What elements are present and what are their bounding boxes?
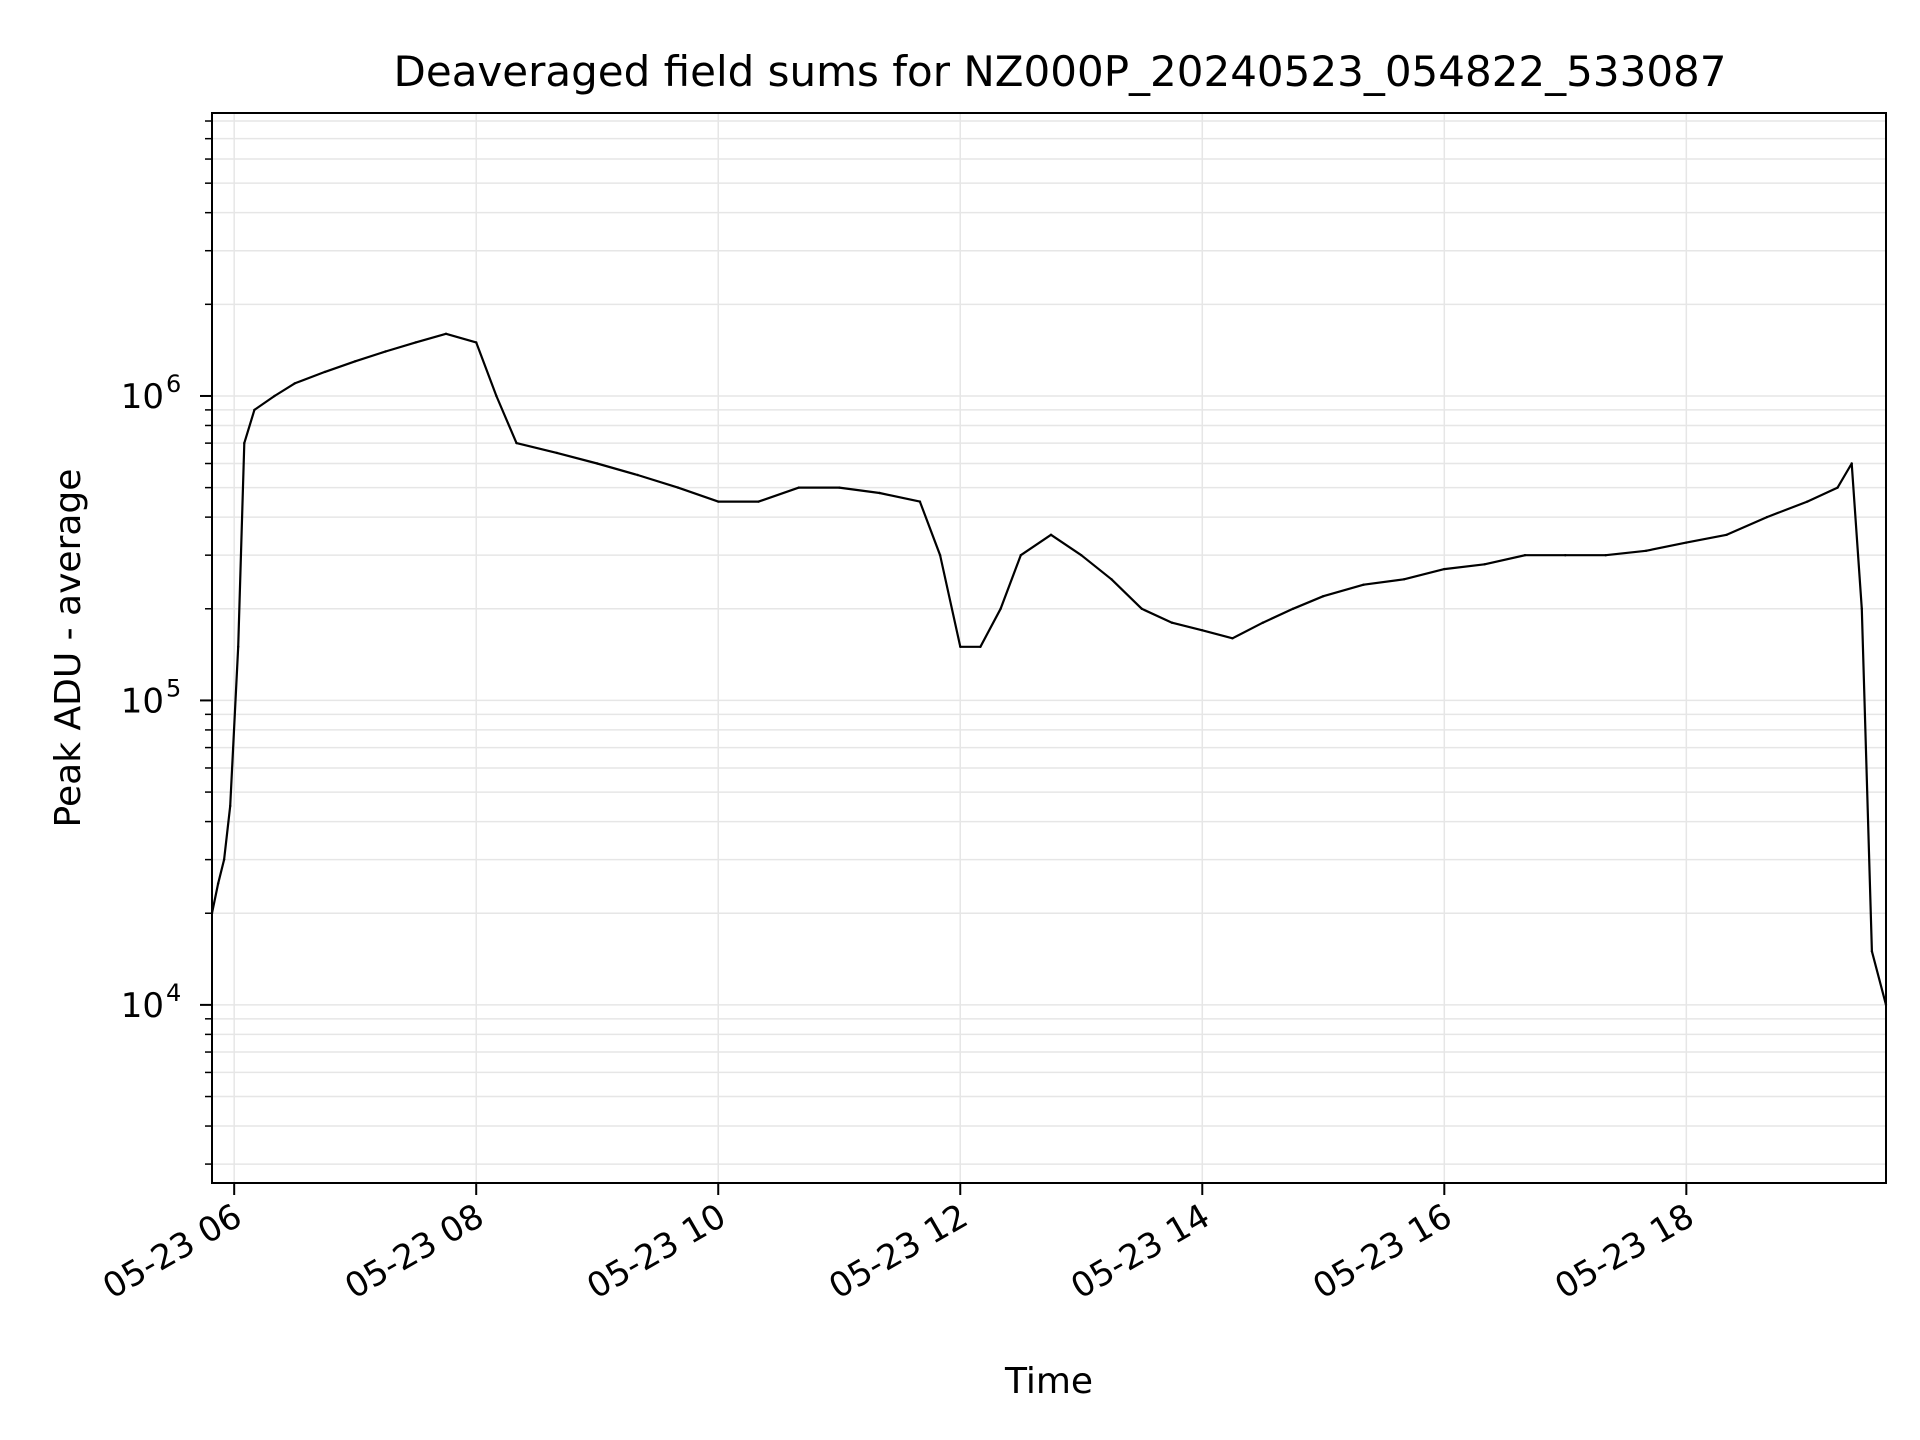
- y-tick-exponent: 4: [166, 979, 181, 1007]
- data-point: [1170, 621, 1174, 624]
- data-point: [229, 804, 232, 808]
- data-point: [414, 341, 417, 344]
- y-axis-label: Peak ADU - average: [48, 469, 89, 828]
- data-point: [596, 462, 599, 465]
- data-point: [1725, 533, 1728, 536]
- data-point: [253, 408, 256, 412]
- data-point: [757, 500, 760, 503]
- data-point: [354, 360, 357, 363]
- data-point: [979, 645, 982, 648]
- data-point: [878, 491, 881, 495]
- data-point: [1483, 563, 1486, 566]
- data-point: [1685, 541, 1688, 544]
- data-point: [1836, 486, 1839, 489]
- x-axis-label: Time: [1004, 1361, 1093, 1402]
- chart-title: Deaveraged field sums for NZ000P_2024052…: [394, 47, 1727, 96]
- data-point: [555, 451, 559, 455]
- data-point: [717, 500, 720, 503]
- data-point: [1140, 607, 1144, 610]
- data-point: [1080, 554, 1083, 557]
- y-tick-exponent: 5: [166, 674, 181, 702]
- data-point: [1231, 637, 1234, 640]
- data-point: [495, 394, 498, 398]
- data-point: [1019, 554, 1022, 557]
- data-point: [243, 441, 246, 445]
- data-point: [222, 858, 226, 861]
- data-point: [293, 382, 296, 385]
- data-point: [444, 332, 448, 335]
- data-point: [1322, 595, 1325, 598]
- data-point: [237, 645, 240, 648]
- data-point: [938, 554, 942, 557]
- data-point: [1201, 629, 1204, 632]
- data-point: [323, 370, 327, 374]
- data-point: [1110, 578, 1113, 581]
- data-point: [1806, 500, 1809, 503]
- y-tick-label: 10: [121, 681, 164, 721]
- data-point: [384, 350, 387, 353]
- data-point: [475, 341, 478, 344]
- data-point: [273, 394, 276, 398]
- data-point: [797, 486, 801, 489]
- data-point: [1291, 607, 1295, 610]
- data-point: [1765, 515, 1769, 519]
- data-point: [216, 882, 220, 885]
- data-point: [1850, 462, 1853, 465]
- data-point: [515, 441, 518, 445]
- data-point: [918, 500, 922, 503]
- y-tick-base: 10: [121, 377, 164, 417]
- data-point: [1860, 607, 1864, 610]
- y-tick-base: 10: [121, 681, 164, 721]
- data-point: [1049, 533, 1053, 536]
- data-point: [1604, 554, 1607, 557]
- data-point: [1261, 621, 1265, 624]
- data-point: [1644, 549, 1648, 552]
- data-point: [676, 486, 680, 489]
- data-point: [636, 473, 639, 477]
- data-point: [1523, 554, 1527, 557]
- y-tick-label: 10: [121, 377, 164, 417]
- y-tick-label: 10: [121, 986, 164, 1026]
- data-point: [959, 645, 962, 648]
- data-point: [1870, 950, 1874, 953]
- y-tick-base: 10: [121, 986, 164, 1026]
- y-tick-exponent: 6: [166, 370, 181, 398]
- data-point: [1402, 578, 1406, 581]
- data-point: [838, 486, 841, 489]
- data-point: [1564, 554, 1567, 557]
- data-point: [1362, 583, 1365, 586]
- data-point: [999, 607, 1002, 610]
- gridlines: [212, 113, 1886, 1183]
- plot-frame: [211, 112, 1887, 1184]
- data-point: [1443, 567, 1446, 571]
